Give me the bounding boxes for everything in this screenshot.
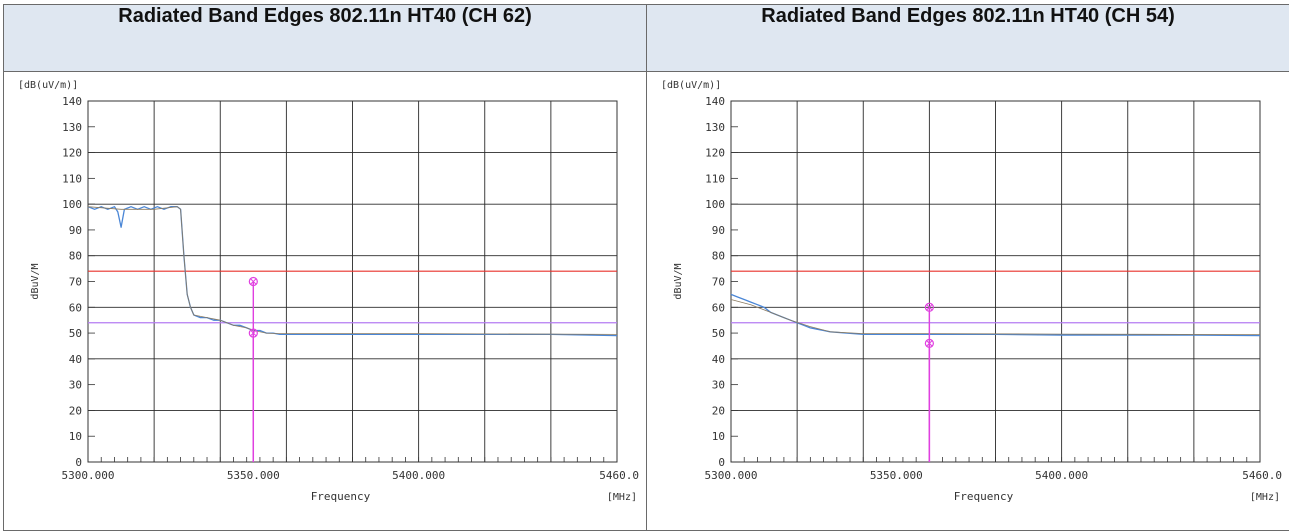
x-axis-label: Frequency [954, 490, 1014, 503]
x-tick-label: 5400.000 [1035, 469, 1088, 482]
y-tick-label: 40 [69, 353, 82, 366]
y-tick-label: 20 [69, 404, 82, 417]
y-tick-label: 60 [69, 301, 82, 314]
x-tick-label: 5400.000 [392, 469, 445, 482]
y-tick-label: 140 [62, 95, 82, 108]
y-tick-label: 60 [712, 301, 725, 314]
y-tick-label: 130 [62, 121, 82, 134]
x-tick-label: 5460.0 [1242, 469, 1282, 482]
x-tick-label: 5350.000 [227, 469, 280, 482]
x-tick-label: 5350.000 [870, 469, 923, 482]
y-tick-label: 100 [62, 198, 82, 211]
y-tick-label: 120 [705, 147, 725, 160]
y-tick-label: 80 [712, 250, 725, 263]
band-edge-table: Radiated Band Edges 802.11n HT40 (CH 62)… [3, 4, 1289, 531]
y-tick-label: 20 [712, 404, 725, 417]
y-tick-label: 30 [712, 379, 725, 392]
y-tick-label: 100 [705, 198, 725, 211]
y-tick-label: 140 [705, 95, 725, 108]
y-tick-label: 50 [69, 327, 82, 340]
y-axis-label: dBuV/M [30, 263, 41, 299]
panel-title-ch54: Radiated Band Edges 802.11n HT40 (CH 54) [647, 5, 1289, 72]
unit-label: [dB(uV/m)] [18, 80, 78, 91]
y-tick-label: 80 [69, 250, 82, 263]
unit-label: [dB(uV/m)] [661, 80, 721, 91]
x-tick-label: 5460.0 [599, 469, 639, 482]
y-tick-label: 120 [62, 147, 82, 160]
x-unit-label: [MHz] [1250, 492, 1280, 503]
y-tick-label: 40 [712, 353, 725, 366]
y-tick-label: 50 [712, 327, 725, 340]
plot-cell-ch54: 0 10 20 30 40 50 60 70 80 90 100 110 120 130 140 5300.0… [647, 72, 1289, 531]
x-tick-label: 5300.000 [705, 469, 758, 482]
y-tick-label: 90 [69, 224, 82, 237]
y-tick-label: 70 [712, 276, 725, 289]
band-edge-chart-ch54: 0 10 20 30 40 50 60 70 80 90 100 110 120 130 140 5300.0… [647, 72, 1289, 525]
y-tick-label: 10 [69, 430, 82, 443]
y-tick-label: 110 [705, 172, 725, 185]
y-tick-label: 110 [62, 172, 82, 185]
y-axis-label: dBuV/M [673, 263, 684, 299]
y-tick-label: 90 [712, 224, 725, 237]
y-tick-label: 130 [705, 121, 725, 134]
band-edge-chart-ch62: 0 10 20 30 40 50 60 70 80 90 100 110 120 130 140 5300.0… [4, 72, 647, 525]
panel-title-ch62: Radiated Band Edges 802.11n HT40 (CH 62) [4, 5, 647, 72]
plot-cell-ch62: 0 10 20 30 40 50 60 70 80 90 100 110 120 130 140 5300.0… [4, 72, 647, 531]
y-tick-label: 30 [69, 379, 82, 392]
y-tick-label: 70 [69, 276, 82, 289]
y-tick-label: 0 [75, 456, 82, 469]
x-tick-label: 5300.000 [62, 469, 115, 482]
x-unit-label: [MHz] [607, 492, 637, 503]
x-axis-label: Frequency [311, 490, 371, 503]
y-tick-label: 10 [712, 430, 725, 443]
y-tick-label: 0 [718, 456, 725, 469]
